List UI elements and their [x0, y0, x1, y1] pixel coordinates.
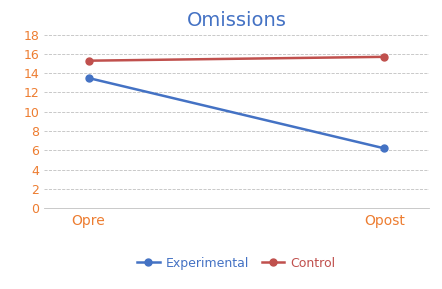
Experimental — [382, 147, 387, 150]
Control — [382, 55, 387, 59]
Line: Control: Control — [85, 53, 388, 64]
Experimental — [86, 76, 91, 80]
Control — [86, 59, 91, 62]
Line: Experimental: Experimental — [85, 75, 388, 152]
Legend: Experimental, Control: Experimental, Control — [132, 252, 341, 275]
Title: Omissions: Omissions — [187, 11, 286, 30]
